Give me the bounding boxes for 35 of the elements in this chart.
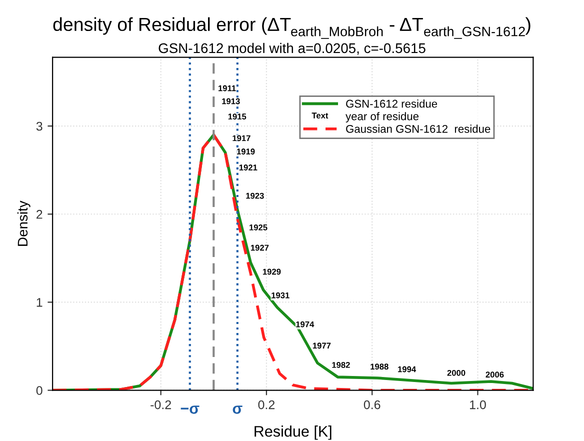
annotation: 1929 <box>262 268 281 275</box>
annotation: 1974 <box>296 321 314 328</box>
x-tick-label: -0.2 <box>150 400 171 410</box>
x-axis-title: Residue [K] <box>254 426 332 440</box>
ref-line-label: σ <box>232 406 242 414</box>
annotation: Text <box>312 112 328 118</box>
annotation: 1931 <box>272 292 290 298</box>
annotation: 2006 <box>486 372 504 378</box>
annotation: 1913 <box>222 98 240 104</box>
annotation: 1977 <box>312 342 331 349</box>
annotation: 2000 <box>447 370 466 376</box>
legend-label: Gaussian GSN-1612 residue <box>346 124 490 133</box>
annotation: 1988 <box>370 364 388 370</box>
annotation: 1927 <box>250 244 269 251</box>
annotation: 1917 <box>232 135 250 142</box>
y-tick-label: 2 <box>36 210 42 219</box>
x-tick-label: 0.6 <box>364 400 380 410</box>
x-tick-label: 1.0 <box>470 400 486 410</box>
annotation: 1921 <box>239 164 258 170</box>
y-tick-label: 0 <box>36 386 42 395</box>
ref-line-label: −σ <box>180 406 200 414</box>
legend-label: GSN-1612 residue <box>346 100 438 108</box>
annotation: 1919 <box>237 148 255 154</box>
annotation: 1915 <box>228 114 246 120</box>
annotation: 1923 <box>246 192 264 199</box>
annotation: 1925 <box>250 224 268 230</box>
y-tick-label: 3 <box>36 122 42 131</box>
y-tick-label: 1 <box>36 298 42 307</box>
annotation: 1911 <box>218 85 236 92</box>
x-tick-label: 0.2 <box>258 400 275 410</box>
annotation: 1982 <box>332 362 350 368</box>
annotation: 1994 <box>398 366 416 372</box>
chart-subtitle: GSN-1612 model with a=0.0205, c=-0.5615 <box>158 42 426 55</box>
y-axis-title: Density <box>17 200 30 246</box>
text: year of residue <box>346 112 419 122</box>
